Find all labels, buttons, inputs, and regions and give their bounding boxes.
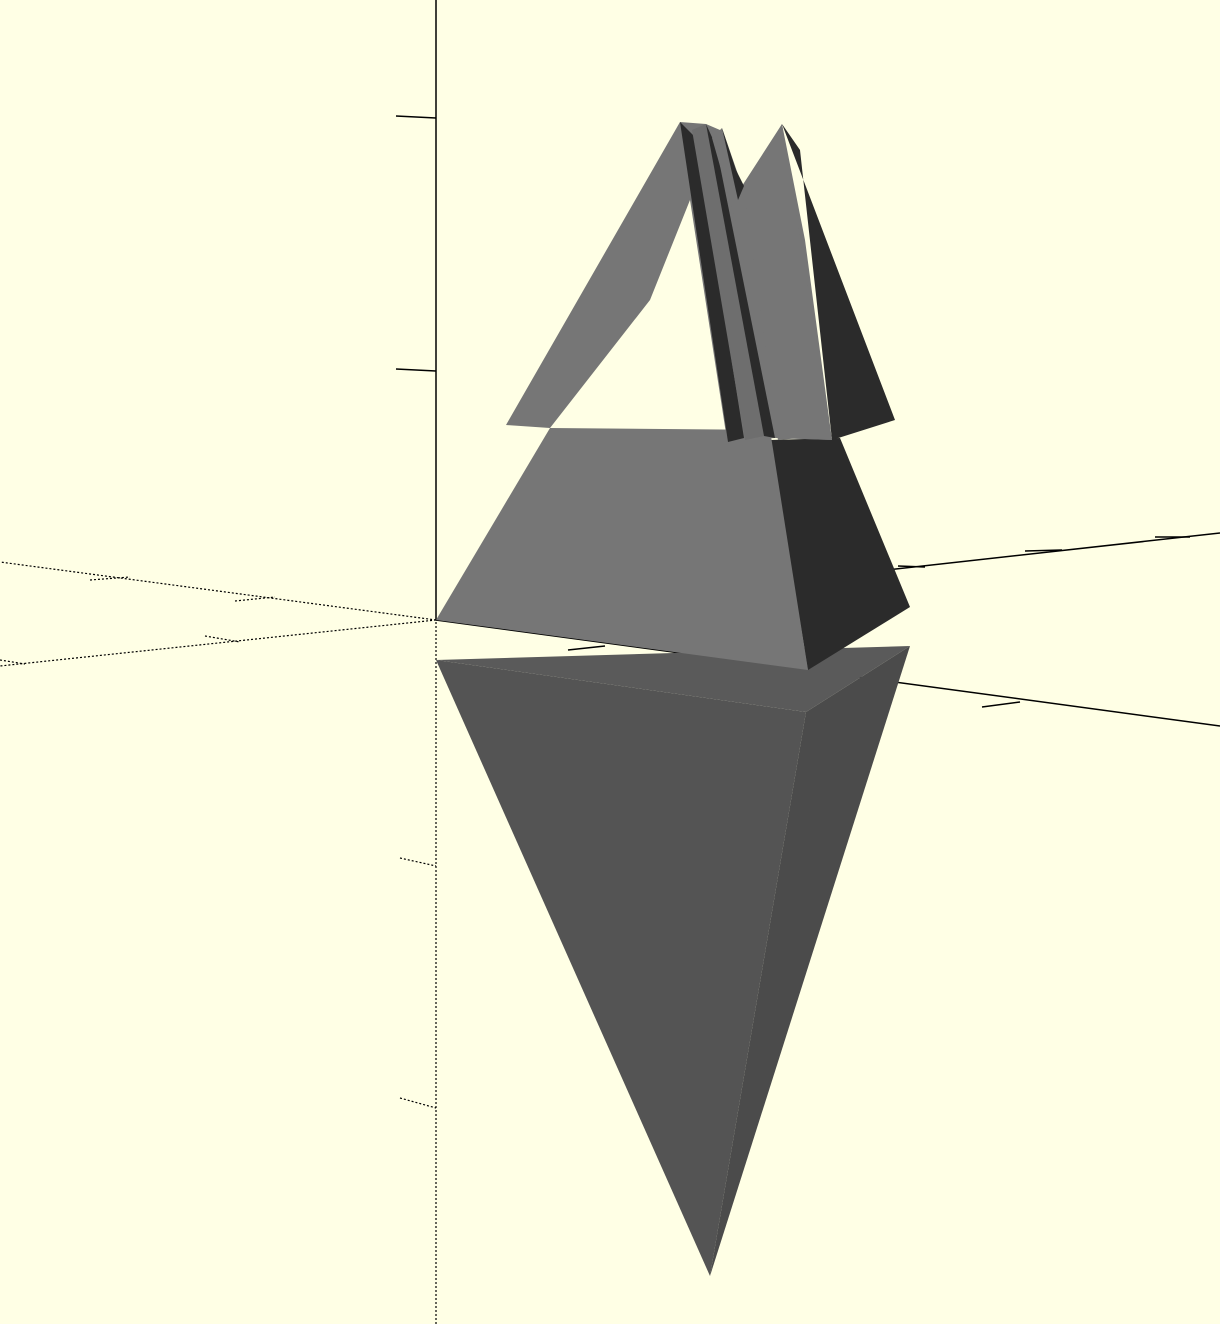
ridge-strip-mid-dark	[706, 124, 775, 438]
z-tick-1	[395, 115, 437, 119]
axes-negative	[0, 561, 437, 1324]
bottom-cone-side-face	[710, 646, 910, 1276]
ridge-strip-right-face	[744, 124, 832, 440]
z-tick-2	[395, 368, 437, 372]
lower-pyramid-front-face	[436, 428, 808, 670]
ridge-strip-left-dark	[680, 122, 744, 442]
neg-y-tick-2	[0, 659, 26, 665]
bottom-cone-front-face	[436, 660, 806, 1276]
neg-x-tick-1	[89, 576, 131, 581]
neg-x-axis	[0, 561, 437, 621]
upper-pyramid-right-face	[782, 124, 895, 440]
x-tick-2	[981, 701, 1021, 708]
neg-y-axis	[0, 619, 437, 667]
y-tick-1	[897, 565, 926, 568]
ridge-strip-right-dark	[722, 128, 744, 200]
lower-pyramid-right-face	[770, 438, 910, 670]
bottom-cone[interactable]	[436, 646, 910, 1276]
neg-x-tick-2	[234, 596, 276, 602]
tree-model[interactable]	[436, 122, 910, 670]
y-tick-2	[1024, 549, 1063, 552]
ridge-strip-left-light	[692, 124, 764, 440]
neg-y-tick-1	[204, 635, 241, 643]
x-tick-3	[567, 645, 606, 651]
